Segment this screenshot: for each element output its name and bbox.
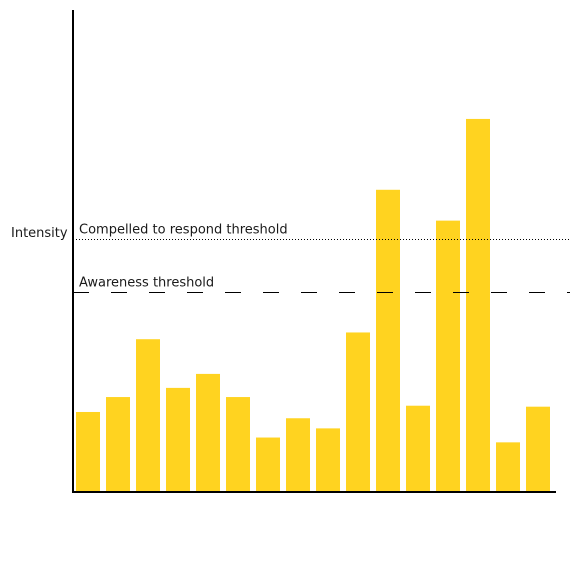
bar-14 [466, 118, 490, 492]
bar-3 [136, 339, 160, 492]
bar-5 [196, 373, 220, 492]
bar-4 [166, 387, 190, 492]
bar-6 [226, 397, 250, 492]
bar-8 [286, 418, 310, 492]
bar-7 [256, 437, 280, 492]
bar-16 [526, 406, 550, 492]
bar-1 [76, 411, 100, 492]
bar-13 [436, 220, 460, 492]
thresholds-group: Compelled to respond threshold Awareness … [73, 223, 570, 293]
threshold-label-1: Compelled to respond threshold [79, 223, 288, 238]
bar-12 [406, 405, 430, 492]
bar-10 [346, 332, 370, 492]
bar-15 [496, 442, 520, 492]
bars-group [76, 118, 550, 492]
threshold-label-2: Awareness threshold [79, 276, 214, 291]
y-axis-label: Intensity [11, 226, 68, 241]
bar-9 [316, 428, 340, 492]
bar-2 [106, 397, 130, 492]
bar-11 [376, 189, 400, 492]
